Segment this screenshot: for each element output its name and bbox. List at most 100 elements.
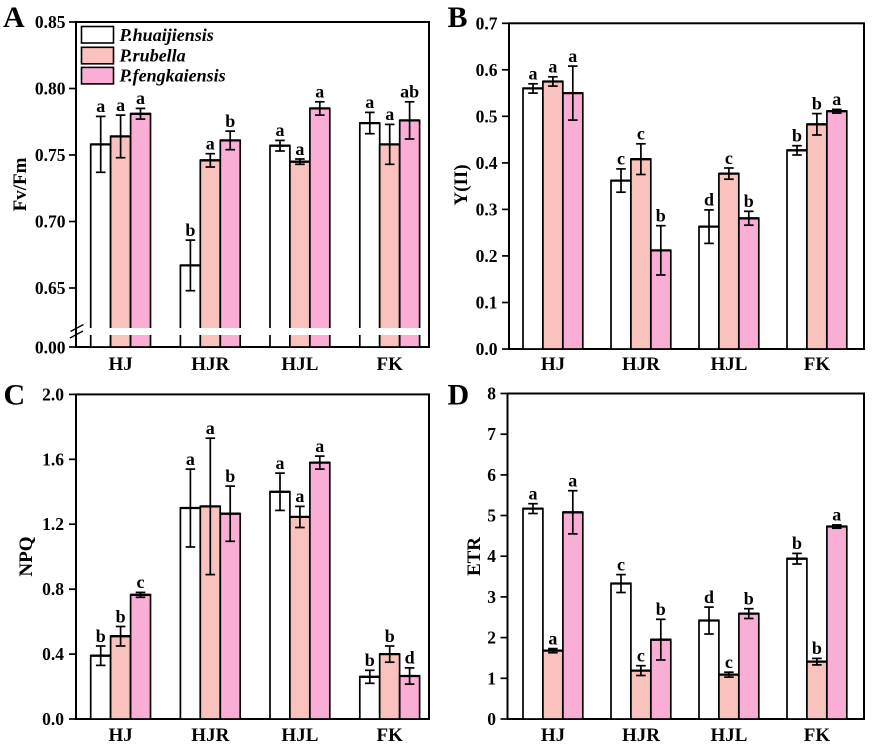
svg-text:7: 7 xyxy=(487,424,496,444)
svg-text:HJL: HJL xyxy=(711,725,748,746)
svg-text:a: a xyxy=(186,449,195,469)
svg-text:0.65: 0.65 xyxy=(35,278,66,298)
svg-text:c: c xyxy=(617,149,625,169)
svg-text:a: a xyxy=(548,57,557,77)
svg-text:HJ: HJ xyxy=(108,354,132,375)
svg-text:a: a xyxy=(206,418,215,438)
svg-text:a: a xyxy=(315,82,324,102)
svg-text:ab: ab xyxy=(400,82,419,102)
svg-text:a: a xyxy=(568,46,577,66)
svg-text:0.85: 0.85 xyxy=(35,12,66,32)
svg-text:0.80: 0.80 xyxy=(35,79,66,99)
svg-text:d: d xyxy=(704,190,714,210)
svg-text:HJ: HJ xyxy=(541,725,565,746)
svg-text:8: 8 xyxy=(487,384,496,404)
svg-text:b: b xyxy=(744,191,754,211)
svg-text:a: a xyxy=(206,134,215,154)
svg-text:0.0: 0.0 xyxy=(476,339,498,359)
svg-text:1.6: 1.6 xyxy=(42,449,64,469)
svg-text:c: c xyxy=(725,652,733,672)
svg-text:d: d xyxy=(405,648,415,668)
svg-text:A: A xyxy=(3,1,25,34)
svg-text:4: 4 xyxy=(487,546,496,566)
svg-text:0.5: 0.5 xyxy=(476,106,498,126)
svg-text:B: B xyxy=(448,1,468,34)
svg-text:a: a xyxy=(568,471,577,491)
svg-text:HJL: HJL xyxy=(281,354,318,375)
svg-text:b: b xyxy=(185,220,195,240)
svg-text:c: c xyxy=(137,572,145,592)
svg-text:ETR: ETR xyxy=(464,537,485,576)
svg-text:a: a xyxy=(295,139,304,159)
svg-text:a: a xyxy=(315,436,324,456)
svg-text:c: c xyxy=(725,148,733,168)
svg-text:HJR: HJR xyxy=(191,725,229,746)
svg-text:P.fengkaiensis: P.fengkaiensis xyxy=(119,66,226,86)
svg-text:3: 3 xyxy=(487,587,496,607)
svg-text:0.4: 0.4 xyxy=(476,153,498,173)
svg-text:b: b xyxy=(812,93,822,113)
svg-text:0.1: 0.1 xyxy=(476,293,498,313)
svg-text:FK: FK xyxy=(804,725,831,746)
svg-text:0.4: 0.4 xyxy=(42,644,64,664)
svg-text:2: 2 xyxy=(487,628,496,648)
svg-text:1.2: 1.2 xyxy=(42,514,64,534)
svg-text:C: C xyxy=(4,379,26,412)
svg-text:5: 5 xyxy=(487,506,496,526)
svg-text:a: a xyxy=(385,104,394,124)
svg-text:c: c xyxy=(617,554,625,574)
svg-text:b: b xyxy=(225,466,235,486)
svg-text:6: 6 xyxy=(487,465,496,485)
svg-text:b: b xyxy=(225,111,235,131)
svg-text:0.6: 0.6 xyxy=(476,60,498,80)
svg-text:b: b xyxy=(656,599,666,619)
svg-text:a: a xyxy=(276,453,285,473)
svg-text:P.huaijiensis: P.huaijiensis xyxy=(119,25,214,45)
svg-text:a: a xyxy=(529,64,538,84)
svg-text:2.0: 2.0 xyxy=(42,384,64,404)
svg-text:Fv/Fm: Fv/Fm xyxy=(10,157,31,211)
svg-text:0.7: 0.7 xyxy=(476,13,498,33)
svg-text:a: a xyxy=(832,505,841,525)
svg-text:c: c xyxy=(637,646,645,666)
svg-text:b: b xyxy=(365,650,375,670)
svg-text:HJL: HJL xyxy=(281,725,318,746)
svg-text:0: 0 xyxy=(487,709,496,729)
svg-text:HJR: HJR xyxy=(622,725,660,746)
svg-text:b: b xyxy=(96,626,106,646)
svg-text:1: 1 xyxy=(487,668,496,688)
svg-text:b: b xyxy=(792,126,802,146)
svg-text:D: D xyxy=(448,379,470,412)
svg-text:Y(II): Y(II) xyxy=(451,164,472,205)
svg-text:b: b xyxy=(385,626,395,646)
svg-text:HJ: HJ xyxy=(108,725,132,746)
svg-text:FK: FK xyxy=(804,354,831,375)
svg-text:0.70: 0.70 xyxy=(35,212,66,232)
svg-text:a: a xyxy=(548,628,557,648)
svg-text:b: b xyxy=(116,606,126,626)
svg-text:b: b xyxy=(656,206,666,226)
svg-text:c: c xyxy=(637,124,645,144)
svg-text:HJR: HJR xyxy=(622,354,660,375)
svg-text:0.75: 0.75 xyxy=(35,145,66,165)
svg-text:a: a xyxy=(96,96,105,116)
svg-text:HJR: HJR xyxy=(191,354,229,375)
svg-text:d: d xyxy=(704,587,714,607)
svg-text:b: b xyxy=(744,589,754,609)
svg-text:0.8: 0.8 xyxy=(42,579,64,599)
svg-text:a: a xyxy=(365,92,374,112)
svg-text:0.2: 0.2 xyxy=(476,246,498,266)
svg-text:a: a xyxy=(136,88,145,108)
svg-text:HJL: HJL xyxy=(711,354,748,375)
svg-text:0.0: 0.0 xyxy=(42,709,64,729)
svg-text:a: a xyxy=(116,95,125,115)
svg-text:P.rubella: P.rubella xyxy=(119,46,186,66)
svg-text:NPQ: NPQ xyxy=(16,536,37,576)
svg-text:b: b xyxy=(792,533,802,553)
svg-text:a: a xyxy=(295,486,304,506)
svg-text:b: b xyxy=(812,638,822,658)
svg-text:a: a xyxy=(832,89,841,109)
svg-text:HJ: HJ xyxy=(541,354,565,375)
svg-text:0.3: 0.3 xyxy=(476,199,498,219)
svg-text:FK: FK xyxy=(377,725,404,746)
